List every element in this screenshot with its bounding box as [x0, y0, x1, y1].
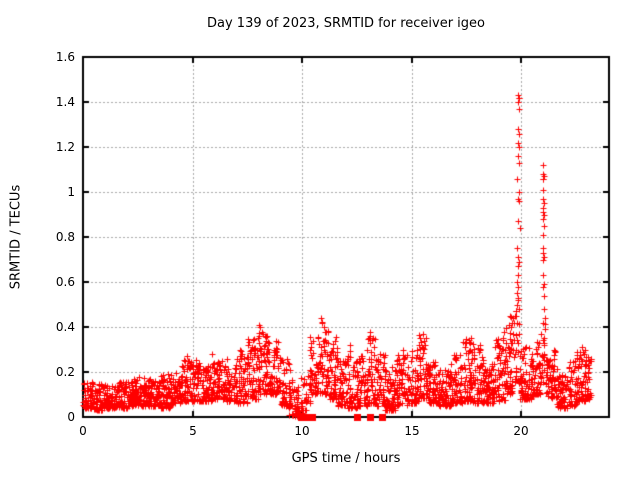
- y-tick-label-0: 0: [67, 410, 75, 424]
- y-tick-label-0p2: 0.2: [55, 365, 75, 379]
- y-axis-label: SRMTID / TECUs: [8, 184, 24, 290]
- y-tick-label-0p8: 0.8: [55, 230, 75, 244]
- y-tick-label-1: 1: [67, 185, 75, 199]
- x-axis-label: GPS time / hours: [291, 451, 401, 466]
- y-tick-label-1p4: 1.4: [55, 95, 75, 109]
- x-tick-label-15: 15: [404, 424, 420, 438]
- chart-title: Day 139 of 2023, SRMTID for receiver ige…: [207, 16, 485, 31]
- y-tick-label-0p4: 0.4: [55, 320, 75, 334]
- y-tick-label-0p6: 0.6: [55, 275, 75, 289]
- x-tick-label-0: 0: [79, 424, 87, 438]
- x-tick-label-10: 10: [294, 424, 310, 438]
- x-tick-label-20: 20: [513, 424, 529, 438]
- x-tick-label-5: 5: [189, 424, 197, 438]
- y-tick-label-1p2: 1.2: [55, 140, 75, 154]
- y-tick-label-1p6: 1.6: [55, 50, 75, 64]
